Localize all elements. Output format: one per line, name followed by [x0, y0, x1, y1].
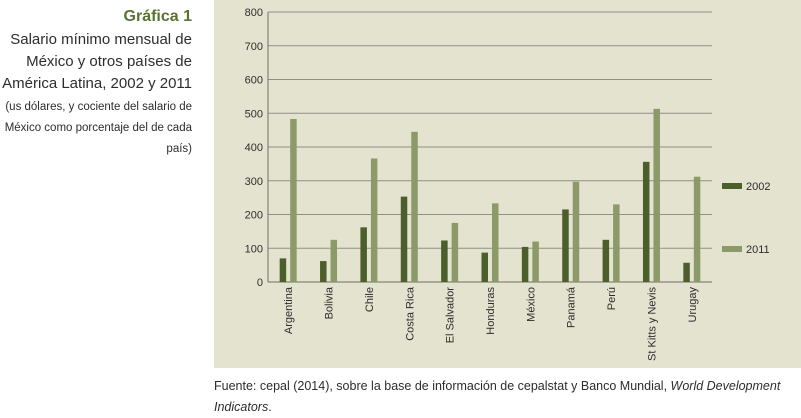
bar-2002 [481, 252, 488, 282]
bar-2002 [602, 239, 610, 282]
y-tick-label: 200 [245, 210, 263, 222]
bar-2002 [400, 196, 408, 282]
bar-2011 [370, 158, 378, 282]
figure-title: Salario mínimo mensual de México y otros… [2, 31, 192, 92]
bar-2002 [279, 258, 287, 282]
bar-2002 [683, 262, 690, 282]
x-tick-label: St Kitts y Nevis [646, 287, 658, 361]
y-tick-label: 300 [245, 176, 263, 188]
x-tick-label: Urugay [687, 287, 699, 323]
x-tick-label: Costa Rica [404, 286, 416, 341]
x-tick-label: Bolivia [324, 286, 336, 319]
bar-2011 [572, 181, 580, 282]
y-tick-label: 600 [245, 75, 263, 87]
y-tick-label: 100 [245, 243, 263, 255]
y-tick-label: 500 [245, 108, 263, 120]
y-tick-label: 700 [245, 41, 263, 53]
bar-2002 [320, 261, 327, 282]
x-tick-label: Honduras [485, 287, 497, 335]
bar-2002 [441, 240, 448, 282]
bar-2002 [521, 246, 529, 282]
source-note: Fuente: cepal (2014), sobre la base de i… [214, 376, 801, 418]
figure-label: Gráfica 1 [123, 8, 192, 25]
bar-2011 [492, 203, 499, 282]
legend-swatch [722, 183, 742, 189]
legend-swatch [722, 246, 742, 252]
bar-2002 [642, 161, 650, 282]
bar-2011 [451, 222, 459, 282]
y-tick-label: 400 [245, 142, 263, 154]
bar-2011 [330, 239, 338, 282]
bar-2011 [653, 108, 660, 282]
source-suffix: . [268, 400, 272, 414]
chart-panel: 0 100 200 300 400 500 600 700 800 Argentina Bolivi… [214, 0, 801, 368]
source-text: Fuente: cepal (2014), sobre la base de i… [214, 379, 671, 393]
y-tick-label: 800 [245, 7, 263, 19]
bar-2011 [693, 176, 701, 282]
x-tick-label: El Salvador [445, 287, 457, 344]
bar-chart: 0 100 200 300 400 500 600 700 800 Argentina Bolivi… [245, 7, 771, 361]
legend-label: 2011 [746, 244, 770, 256]
x-tick-label: México [525, 287, 537, 322]
source-italic: World Development Indicators [214, 379, 781, 414]
legend-label: 2002 [746, 181, 770, 193]
bar-2011 [411, 131, 418, 282]
x-tick-label: Argentina [283, 286, 295, 334]
bar-2002 [360, 227, 367, 282]
x-tick-label: Chile [364, 287, 376, 312]
bar-2011 [613, 204, 620, 282]
x-tick-label: Perú [606, 287, 618, 310]
bar-2011 [532, 241, 539, 282]
x-tick-label: Panamá [566, 286, 578, 328]
figure-caption: Gráfica 1 Salario mínimo mensual de Méxi… [0, 8, 192, 160]
bar-2002 [562, 209, 569, 282]
bar-2011 [290, 118, 297, 282]
y-tick-label: 0 [257, 277, 263, 289]
figure-subtitle: (us dólares, y cociente del salario de M… [4, 101, 192, 155]
